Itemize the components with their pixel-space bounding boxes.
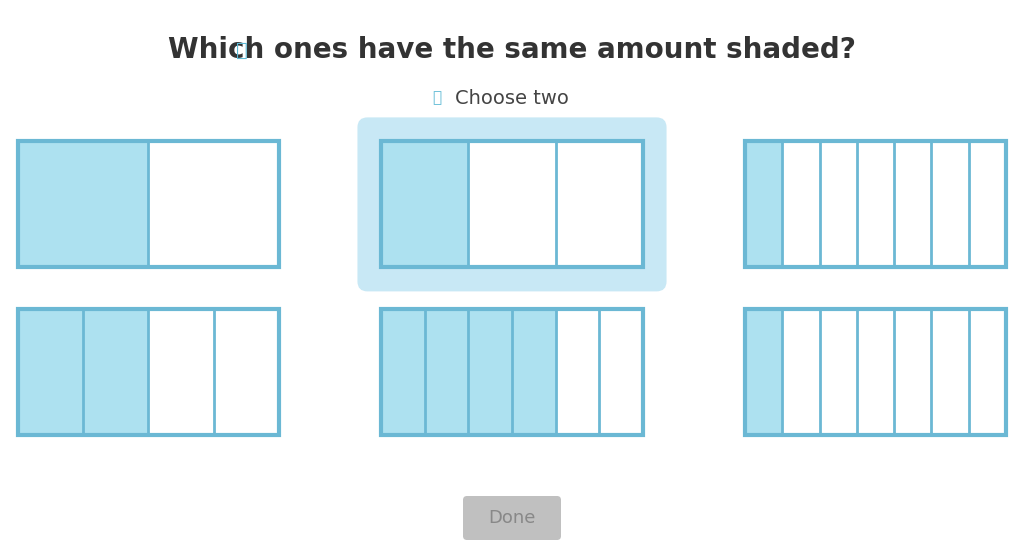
Bar [857,310,894,436]
Bar [745,141,1006,267]
Bar [745,310,782,436]
Bar [381,310,425,436]
Bar [381,141,469,267]
Bar [819,310,857,436]
Text: Choose two: Choose two [455,88,569,108]
Bar [969,141,1007,267]
Text: 🔊: 🔊 [237,41,248,60]
Bar [469,310,512,436]
Text: Done: Done [488,509,536,527]
Text: Which ones have the same amount shaded?: Which ones have the same amount shaded? [168,36,856,64]
Bar [83,310,148,436]
Bar [819,141,857,267]
Bar [782,310,819,436]
Bar [555,310,599,436]
Bar [148,310,214,436]
Bar [17,310,279,436]
FancyBboxPatch shape [357,118,667,291]
Bar [745,141,782,267]
Bar [555,141,643,267]
Bar [17,141,279,267]
Bar [148,141,279,267]
Bar [857,141,894,267]
Bar [381,310,643,436]
Bar [381,310,643,436]
Bar [214,310,279,436]
Bar [599,310,643,436]
Bar [745,310,1006,436]
Bar [17,141,148,267]
FancyBboxPatch shape [463,496,561,540]
Bar [969,310,1007,436]
Bar [932,310,969,436]
Bar [894,141,932,267]
Bar [469,141,555,267]
Bar [17,310,83,436]
Bar [745,310,1006,436]
Bar [425,310,468,436]
Bar [782,141,819,267]
Bar [932,141,969,267]
Bar [894,310,932,436]
Bar [17,141,279,267]
Text: 🔊: 🔊 [432,91,441,105]
Bar [512,310,555,436]
Bar [381,141,643,267]
Bar [17,310,279,436]
Bar [381,141,643,267]
Bar [745,141,1006,267]
